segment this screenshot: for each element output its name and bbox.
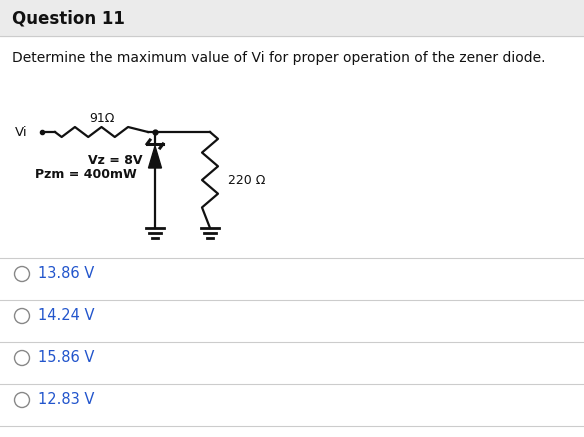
Text: Question 11: Question 11 [12,9,125,27]
Text: Pzm = 400mW: Pzm = 400mW [35,169,137,181]
Text: Determine the maximum value of Vi for proper operation of the zener diode.: Determine the maximum value of Vi for pr… [12,51,545,65]
Text: 12.83 V: 12.83 V [38,392,95,407]
Circle shape [15,267,30,281]
Polygon shape [148,146,162,168]
Circle shape [15,392,30,407]
Text: 91Ω: 91Ω [89,112,114,125]
Text: 220 Ω: 220 Ω [228,173,265,187]
Text: 13.86 V: 13.86 V [38,267,94,281]
Text: 15.86 V: 15.86 V [38,350,95,365]
Text: Vz = 8V: Vz = 8V [89,155,143,167]
Circle shape [15,309,30,323]
Text: 14.24 V: 14.24 V [38,309,95,323]
Text: Vi: Vi [15,125,27,139]
Bar [0,0,584,36]
Circle shape [15,350,30,365]
